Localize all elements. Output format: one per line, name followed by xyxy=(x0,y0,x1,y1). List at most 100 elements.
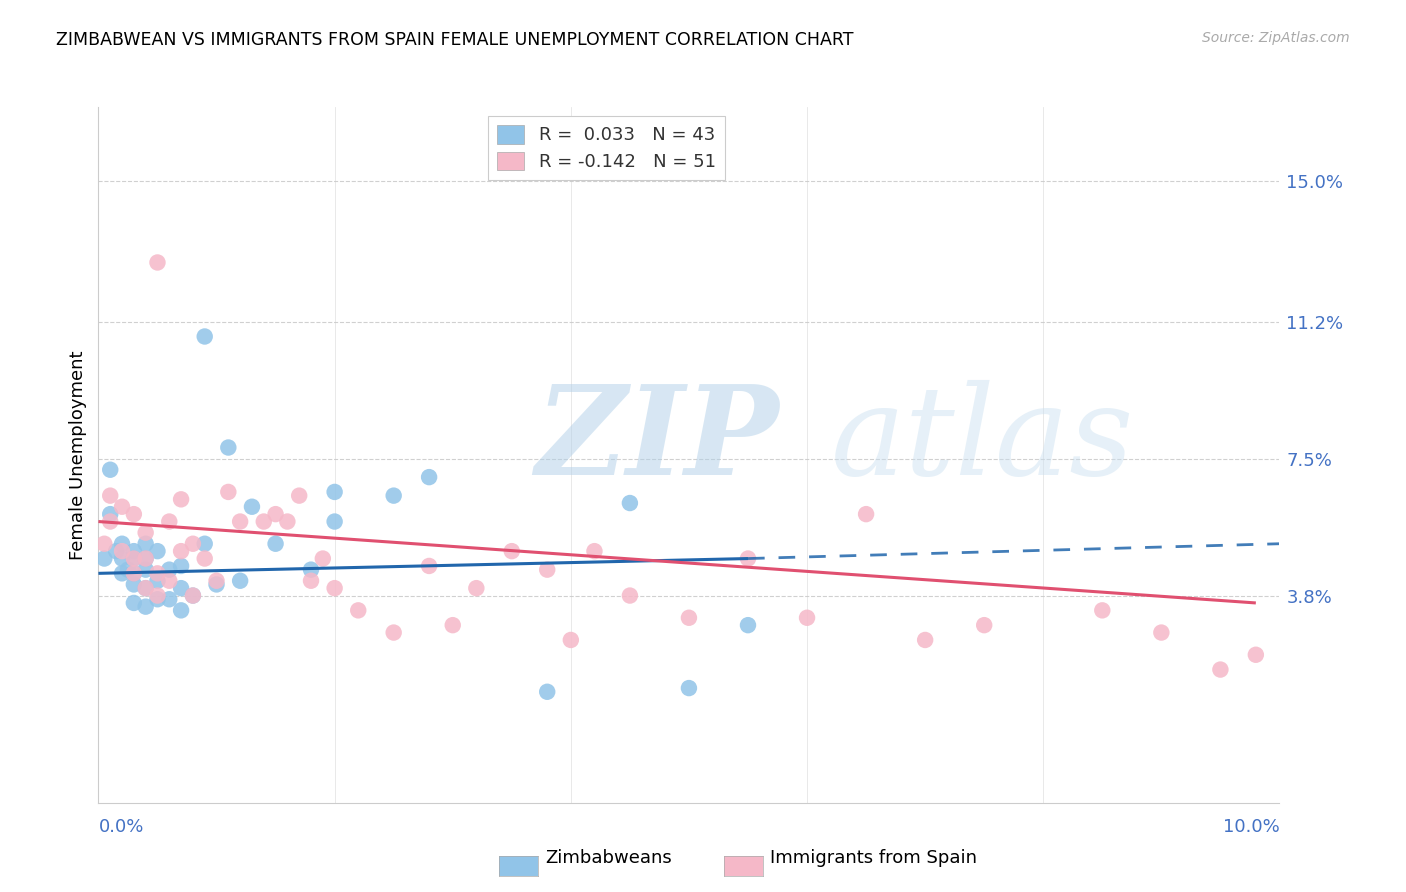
Point xyxy=(122,507,145,521)
Point xyxy=(181,589,204,603)
Point xyxy=(240,500,263,514)
Point xyxy=(501,544,523,558)
Point xyxy=(323,581,346,595)
Point xyxy=(1091,603,1114,617)
Point xyxy=(560,632,582,647)
Text: Zimbabweans: Zimbabweans xyxy=(546,849,672,867)
Point xyxy=(299,574,322,588)
Point xyxy=(914,632,936,647)
Point xyxy=(441,618,464,632)
Point xyxy=(678,611,700,625)
Point xyxy=(117,563,139,577)
Text: 0.0%: 0.0% xyxy=(98,818,143,836)
Point xyxy=(135,551,157,566)
Point xyxy=(122,577,145,591)
Text: ZIMBABWEAN VS IMMIGRANTS FROM SPAIN FEMALE UNEMPLOYMENT CORRELATION CHART: ZIMBABWEAN VS IMMIGRANTS FROM SPAIN FEMA… xyxy=(56,31,853,49)
Point xyxy=(536,685,558,699)
Point xyxy=(312,551,335,566)
Point xyxy=(536,563,558,577)
Text: atlas: atlas xyxy=(831,380,1135,502)
Point xyxy=(1150,625,1173,640)
Point xyxy=(1244,648,1267,662)
Point xyxy=(194,551,217,566)
Point xyxy=(796,611,818,625)
Point xyxy=(181,537,204,551)
Point xyxy=(98,515,121,529)
Point xyxy=(122,544,145,558)
Point xyxy=(111,544,134,558)
Point xyxy=(105,544,128,558)
Point xyxy=(111,537,134,551)
Point xyxy=(347,603,370,617)
Point xyxy=(619,589,641,603)
Point xyxy=(157,563,180,577)
Point xyxy=(146,544,169,558)
Text: ZIP: ZIP xyxy=(536,380,779,502)
Point xyxy=(122,596,145,610)
Point xyxy=(382,625,405,640)
Point xyxy=(973,618,995,632)
Point xyxy=(111,566,134,581)
Point xyxy=(146,589,169,603)
Point xyxy=(737,551,759,566)
Point xyxy=(418,470,440,484)
Point xyxy=(122,551,145,566)
Point xyxy=(146,566,169,581)
Point xyxy=(418,558,440,573)
Point xyxy=(253,515,276,529)
Point xyxy=(122,566,145,581)
Point xyxy=(217,484,239,499)
Point xyxy=(170,581,193,595)
Y-axis label: Female Unemployment: Female Unemployment xyxy=(69,351,87,559)
Point xyxy=(264,507,287,521)
Point xyxy=(157,574,180,588)
Point xyxy=(229,574,252,588)
Point xyxy=(217,441,239,455)
Point xyxy=(194,329,217,343)
Point xyxy=(737,618,759,632)
Point xyxy=(170,544,193,558)
Point xyxy=(323,515,346,529)
Text: Source: ZipAtlas.com: Source: ZipAtlas.com xyxy=(1202,31,1350,45)
Point xyxy=(583,544,606,558)
Point xyxy=(135,551,157,566)
Point xyxy=(135,599,157,614)
Point xyxy=(181,589,204,603)
Point xyxy=(146,255,169,269)
Point xyxy=(1209,663,1232,677)
Point xyxy=(122,551,145,566)
Point xyxy=(98,489,121,503)
Point xyxy=(382,489,405,503)
Point xyxy=(276,515,298,529)
Point xyxy=(170,558,193,573)
Point xyxy=(135,537,157,551)
Point xyxy=(93,551,115,566)
Point xyxy=(855,507,877,521)
Point xyxy=(98,507,121,521)
Point xyxy=(323,484,346,499)
Legend: R =  0.033   N = 43, R = -0.142   N = 51: R = 0.033 N = 43, R = -0.142 N = 51 xyxy=(488,116,724,180)
Point xyxy=(157,592,180,607)
Point xyxy=(157,515,180,529)
Point xyxy=(111,551,134,566)
Point xyxy=(170,603,193,617)
Point xyxy=(135,581,157,595)
Point xyxy=(288,489,311,503)
Point xyxy=(135,525,157,540)
Point xyxy=(205,577,228,591)
Text: 10.0%: 10.0% xyxy=(1223,818,1279,836)
Point xyxy=(170,492,193,507)
Point xyxy=(135,563,157,577)
Point xyxy=(194,537,217,551)
Point xyxy=(146,592,169,607)
Point xyxy=(93,537,115,551)
Point xyxy=(98,463,121,477)
Point xyxy=(135,581,157,595)
Point xyxy=(111,500,134,514)
Point xyxy=(229,515,252,529)
Point xyxy=(264,537,287,551)
Point xyxy=(465,581,488,595)
Text: Immigrants from Spain: Immigrants from Spain xyxy=(770,849,977,867)
Point xyxy=(678,681,700,695)
Point xyxy=(299,563,322,577)
